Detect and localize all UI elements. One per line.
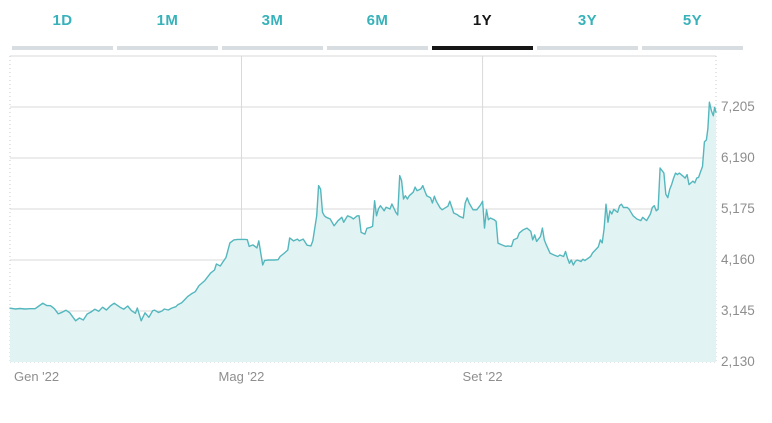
tab-3m[interactable]: 3M [222,0,323,50]
tab-label: 3M [261,12,284,29]
tab-6m[interactable]: 6M [327,0,428,50]
y-axis-label: 6,190 [721,150,755,165]
tab-5y[interactable]: 5Y [642,0,743,50]
tab-label: 3Y [577,12,598,29]
tab-underline-active [432,46,533,50]
tab-label: 1M [156,12,179,29]
tab-underline [642,46,743,50]
tab-underline [12,46,113,50]
y-axis-label: 3,145 [721,303,755,318]
tab-1y[interactable]: 1Y [432,0,533,50]
time-range-tabs: 1D 1M 3M 6M 1Y 3Y 5Y [12,0,743,50]
tab-label: 1Y [472,12,493,29]
x-axis-label: Set '22 [462,369,503,384]
tab-label: 5Y [682,12,703,29]
y-axis-label: 4,160 [721,252,755,267]
price-line [9,101,717,322]
tab-1m[interactable]: 1M [117,0,218,50]
tab-underline [327,46,428,50]
price-area-fill [10,102,716,362]
x-axis-label: Gen '22 [14,369,60,384]
tab-3y[interactable]: 3Y [537,0,638,50]
tab-label: 1D [52,12,73,29]
tab-label: 6M [366,12,389,29]
tab-underline [537,46,638,50]
tab-underline [117,46,218,50]
y-axis-label: 2,130 [721,354,755,369]
y-axis-label: 5,175 [721,201,755,216]
tab-underline [222,46,323,50]
tab-1d[interactable]: 1D [12,0,113,50]
y-axis-label: 7,205 [721,99,755,114]
x-axis-label: Mag '22 [218,369,265,384]
